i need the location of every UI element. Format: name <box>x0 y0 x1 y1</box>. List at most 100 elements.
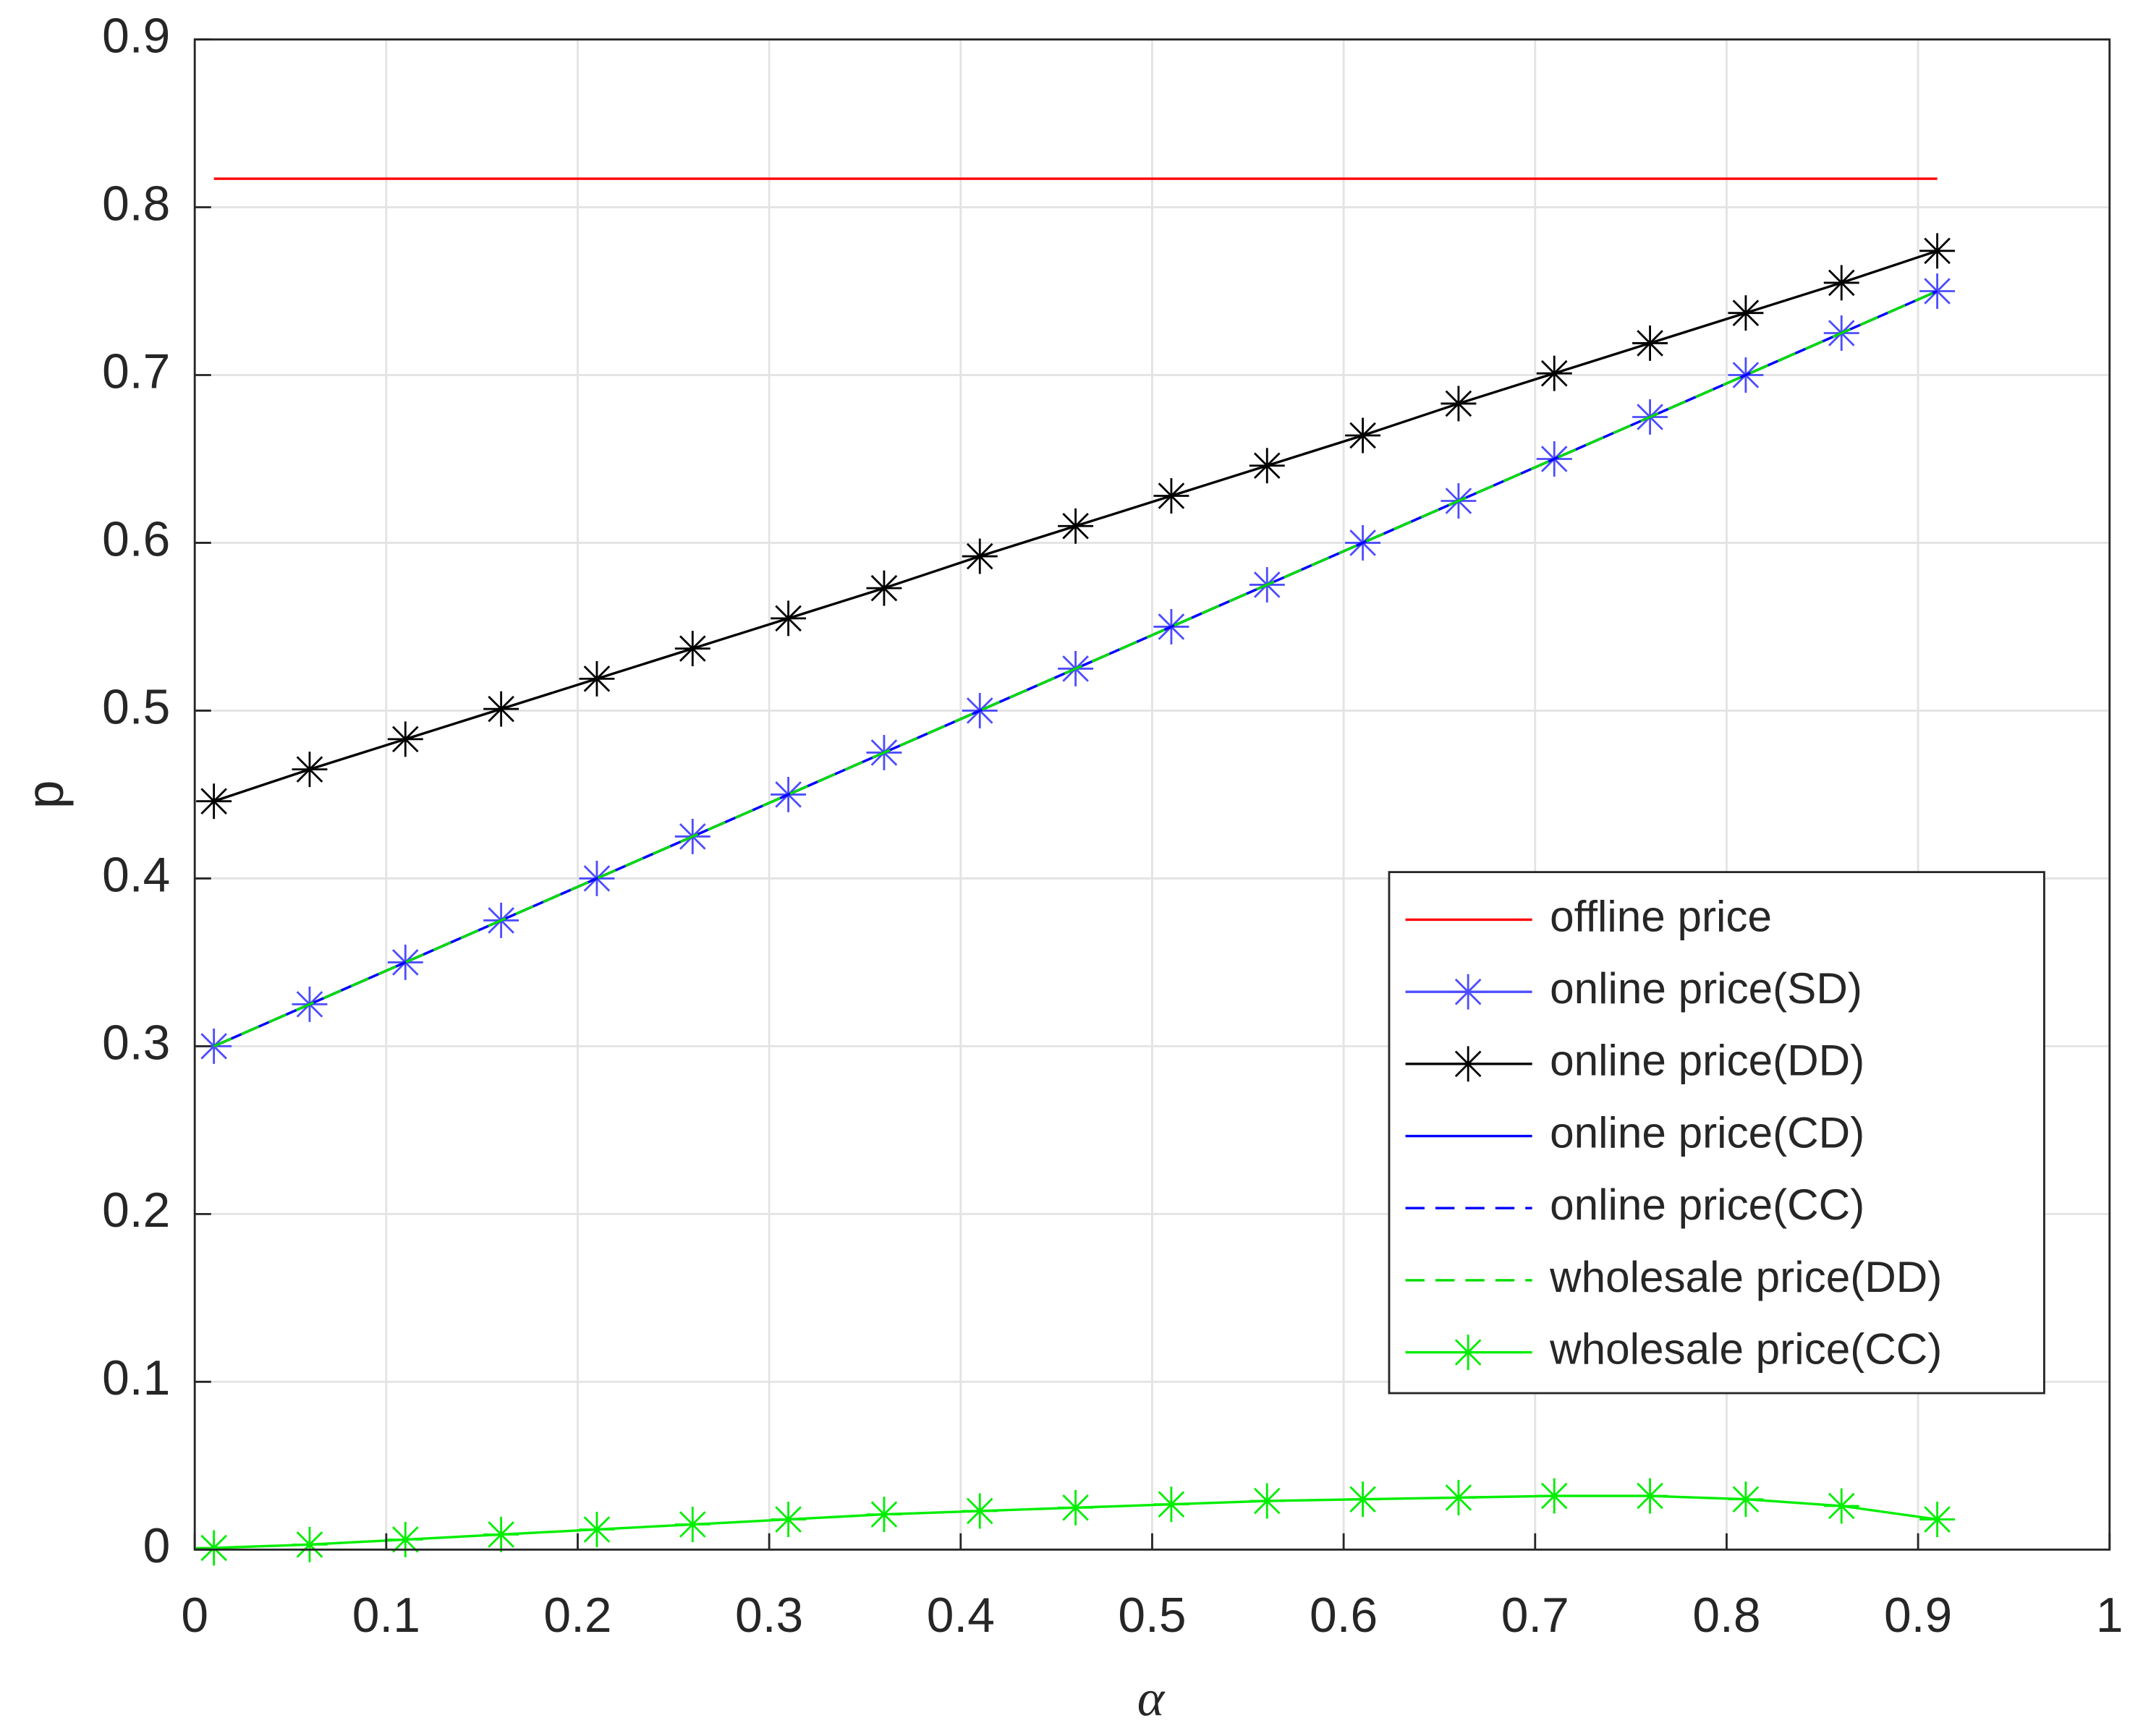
marker <box>674 1507 710 1542</box>
x-tick-label: 0.4 <box>927 1588 995 1643</box>
marker <box>292 1526 328 1562</box>
marker <box>1823 265 1859 301</box>
marker-stroke <box>200 788 227 814</box>
marker-stroke <box>583 1516 611 1543</box>
marker-stroke <box>1924 237 1951 265</box>
marker <box>866 570 902 606</box>
legend-label: offline price <box>1550 891 1772 940</box>
marker-stroke <box>1349 422 1376 449</box>
marker-stroke <box>1540 1482 1568 1510</box>
marker <box>1058 1489 1094 1526</box>
marker-stroke <box>1445 390 1472 417</box>
y-tick-label: 0.3 <box>102 1016 170 1070</box>
marker-stroke <box>1732 299 1760 326</box>
marker-stroke <box>1253 452 1281 480</box>
x-tick-label: 0.7 <box>1501 1588 1569 1643</box>
marker-stroke <box>1828 1492 1855 1520</box>
legend-box <box>1388 871 2045 1395</box>
marker <box>1823 1488 1859 1524</box>
marker <box>579 660 615 697</box>
y-axis-label: p <box>17 780 75 809</box>
y-tick-label: 0.9 <box>102 9 170 63</box>
marker-stroke <box>1637 330 1663 357</box>
marker <box>1345 417 1381 454</box>
marker <box>1536 1478 1572 1514</box>
marker <box>387 721 423 757</box>
marker <box>1728 1481 1764 1518</box>
marker <box>1450 1335 1486 1371</box>
marker-stroke <box>296 1531 323 1558</box>
marker-stroke <box>392 726 419 753</box>
marker <box>674 631 710 667</box>
marker-stroke <box>1253 1487 1281 1515</box>
y-tick-label: 0.2 <box>102 1183 170 1238</box>
y-tick-label: 0.6 <box>102 512 170 566</box>
marker-stroke <box>775 605 802 632</box>
x-tick-label: 1 <box>2096 1588 2123 1643</box>
x-tick-label: 0.2 <box>543 1588 611 1643</box>
marker <box>579 1512 615 1547</box>
marker-stroke <box>1062 512 1089 540</box>
marker <box>387 1521 423 1557</box>
x-tick-label: 0.9 <box>1884 1588 1952 1643</box>
ticks: 0 0.1 0.2 0.3 0.4 0.5 0.6 0.7 0.8 0.9 1 0 0.1 0.2 0.3 0… <box>102 9 2123 1643</box>
marker-stroke <box>1454 1050 1482 1078</box>
y-tick-label: 0.8 <box>102 176 170 231</box>
marker-stroke <box>1158 482 1185 509</box>
marker-stroke <box>1454 1339 1482 1366</box>
legend-label: wholesale price(DD) <box>1549 1252 1942 1301</box>
marker <box>1058 508 1094 544</box>
marker <box>962 1493 998 1529</box>
plot-area <box>196 177 1956 1566</box>
marker <box>483 691 519 727</box>
marker-stroke <box>1540 359 1568 387</box>
legend-label: online price(CD) <box>1550 1107 1864 1157</box>
marker <box>1632 1478 1668 1514</box>
marker <box>1440 386 1477 422</box>
marker <box>483 1516 519 1552</box>
legend-label: online price(CC) <box>1550 1180 1864 1229</box>
y-tick-label: 0.7 <box>102 344 170 399</box>
marker-stroke <box>966 1497 993 1525</box>
marker <box>1345 1481 1381 1518</box>
y-tick-label: 0.5 <box>102 680 170 734</box>
x-tick-label: 0.1 <box>352 1588 420 1643</box>
marker-stroke <box>200 1534 227 1562</box>
marker-stroke <box>870 1501 898 1528</box>
marker <box>1536 355 1572 391</box>
marker <box>962 538 998 574</box>
marker-stroke <box>1637 1482 1663 1510</box>
marker <box>1440 1479 1477 1515</box>
marker-stroke <box>775 1506 802 1533</box>
marker <box>1153 478 1189 514</box>
series-line <box>213 289 1938 1047</box>
x-axis-label: α <box>1137 1669 1166 1727</box>
marker <box>1450 1046 1486 1082</box>
x-tick-label: 0.3 <box>735 1588 803 1643</box>
marker <box>1919 1502 1956 1538</box>
marker <box>866 1497 902 1533</box>
marker <box>196 783 232 820</box>
marker-stroke <box>296 756 323 783</box>
marker-stroke <box>1828 269 1855 297</box>
marker <box>1249 1483 1285 1519</box>
legend-label: online price(DD) <box>1550 1036 1864 1085</box>
marker-stroke <box>966 542 993 570</box>
y-tick-label: 0.4 <box>102 848 170 902</box>
marker <box>1153 1486 1189 1523</box>
marker-stroke <box>1445 1484 1472 1511</box>
marker-stroke <box>583 665 611 692</box>
marker-stroke <box>1062 1494 1089 1521</box>
marker-stroke <box>1349 1486 1376 1513</box>
legend-label: online price(SD) <box>1550 963 1862 1013</box>
marker-stroke <box>488 695 514 723</box>
marker <box>196 1530 232 1566</box>
marker <box>1632 325 1668 361</box>
marker-stroke <box>488 1521 514 1548</box>
legend-label: wholesale price(CC) <box>1549 1324 1942 1374</box>
marker-stroke <box>679 1511 706 1538</box>
marker-stroke <box>1158 1491 1185 1518</box>
